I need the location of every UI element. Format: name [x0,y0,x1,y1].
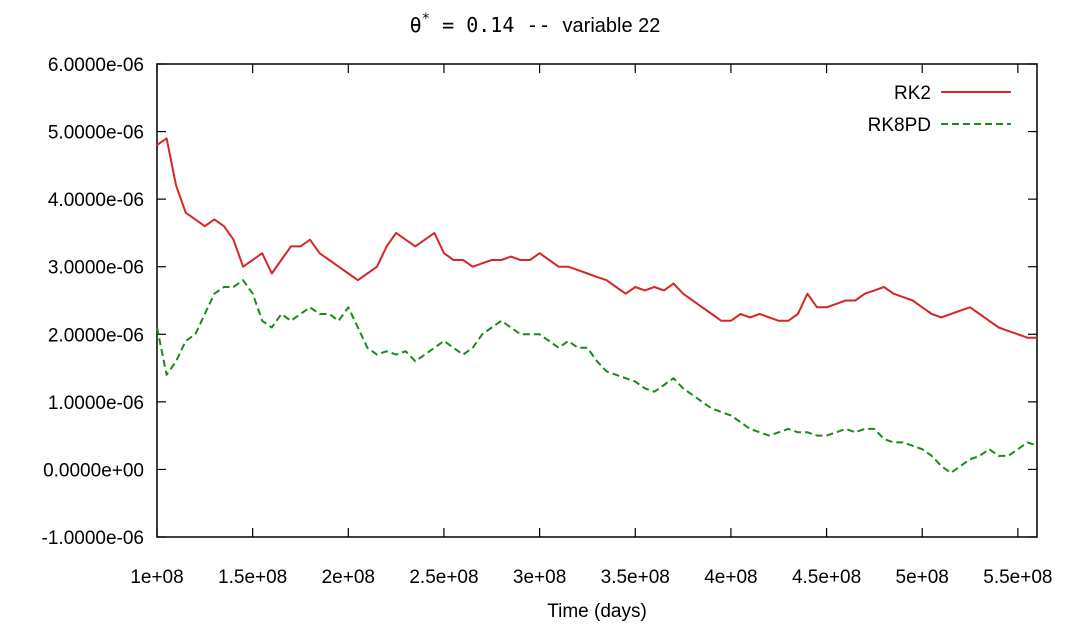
y-tick-label: 6.0000e-06 [48,55,144,76]
x-tick-label: 4e+08 [704,567,757,588]
plot-frame [156,63,1038,538]
x-tick-label: 1.5e+08 [218,567,287,588]
chart-title: θ* = 0.14 -- variable 22 [410,11,661,37]
y-tick-label: 4.0000e-06 [48,190,144,211]
legend-label-rk2: RK2 [894,83,931,104]
y-tick-label: 3.0000e-06 [48,258,144,279]
y-tick-label: 0.0000e+00 [43,460,144,481]
title-superscript: * [422,11,430,27]
x-axis: 1e+08 1.5e+08 2e+08 2.5e+08 3e+08 3.5e+08 4e+0… [130,64,1052,588]
x-tick-label: 3e+08 [513,567,566,588]
series-line-rk2 [156,137,1037,339]
y-tick-label: -1.0000e-06 [42,528,144,549]
x-tick-label: 5e+08 [896,567,949,588]
y-tick-label: 1.0000e-06 [48,393,144,414]
x-tick-label: 1e+08 [130,567,183,588]
svg-text:θ* = 0.14 -- variable 22: θ* = 0.14 -- variable 22 [410,11,661,37]
series-lines [156,137,1038,474]
y-tick-label: 2.0000e-06 [48,325,144,346]
x-tick-label: 4.5e+08 [792,567,861,588]
x-tick-label: 3.5e+08 [601,567,670,588]
x-tick-label: 2e+08 [322,567,375,588]
y-axis: -1.0000e-06 0.0000e+00 1.0000e-06 2.0000e-0… [42,55,1037,549]
x-tick-label: 2.5e+08 [409,567,478,588]
title-symbol: θ [410,13,422,37]
legend-label-rk8pd: RK8PD [868,115,931,136]
title-equals: = 0.14 -- [430,13,562,37]
title-rest: variable 22 [563,15,661,37]
legend: RK2 RK8PD [868,83,1011,136]
y-tick-label: 5.0000e-06 [48,123,144,144]
x-tick-label: 5.5e+08 [983,567,1052,588]
x-axis-label: Time (days) [547,601,647,622]
series-line-rk8pd [156,279,1038,474]
